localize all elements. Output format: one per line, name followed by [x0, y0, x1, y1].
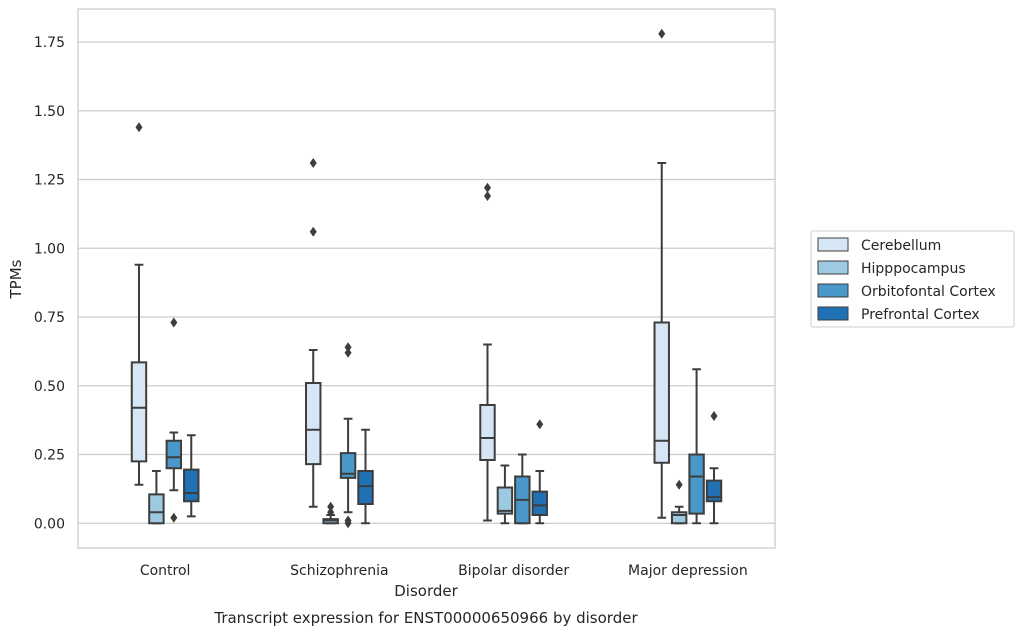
outlier-point — [327, 507, 335, 518]
outlier-point — [710, 411, 718, 421]
grid — [78, 41, 775, 524]
box-0-2 — [479, 182, 496, 522]
y-axis-label: TPMs — [7, 259, 25, 299]
outlier-point — [483, 182, 491, 193]
box-body — [305, 382, 322, 466]
box-body — [148, 493, 165, 525]
x-tick-labels: Control Schizophrenia Bipolar disorder Majo… — [140, 563, 748, 579]
y-tick-label: 0.75 — [34, 310, 65, 326]
box-1-2 — [496, 464, 514, 525]
legend: Cerebellum Hipppocampus Orbitofontal Corte… — [810, 230, 1015, 328]
box-body — [496, 486, 514, 515]
outlier-point — [344, 347, 352, 358]
box-2-3 — [688, 368, 705, 525]
box-body — [183, 468, 200, 503]
legend-swatch — [817, 283, 849, 298]
outlier-point — [309, 226, 317, 237]
outlier-point — [344, 518, 352, 529]
x-tick-label: Control — [140, 563, 191, 579]
box-2-0 — [165, 317, 183, 523]
legend-label: Cerebellum — [861, 238, 941, 254]
y-tick-labels: 0.00 0.25 0.50 0.75 1.00 1.25 1.50 1.75 — [34, 35, 65, 532]
legend-swatch — [817, 306, 849, 321]
outlier-point — [536, 419, 544, 430]
box-body — [479, 404, 496, 461]
box-2-1 — [339, 342, 357, 529]
x-tick-label: Major depression — [628, 563, 748, 579]
x-tick-label: Bipolar disorder — [458, 563, 569, 579]
chart-caption: Transcript expression for ENST0000065096… — [213, 609, 638, 627]
y-tick-label: 1.00 — [34, 241, 65, 257]
x-tick-label: Schizophrenia — [290, 563, 388, 579]
legend-label: Orbitofontal Cortex — [861, 284, 996, 300]
y-tick-label: 1.25 — [34, 173, 65, 189]
boxes — [130, 28, 723, 529]
box-body — [670, 511, 688, 525]
plot-frame — [77, 8, 776, 549]
box-3-0 — [183, 434, 200, 518]
box-1-1 — [322, 501, 339, 525]
y-tick-label: 0.25 — [34, 448, 65, 464]
box-0-0 — [130, 122, 148, 486]
outlier-point — [675, 479, 683, 490]
outlier-point — [327, 501, 335, 512]
box-body — [357, 470, 374, 505]
y-tick-label: 1.50 — [34, 104, 65, 120]
legend-frame — [810, 230, 1015, 328]
box-3-1 — [357, 428, 374, 525]
plot-area — [78, 9, 775, 548]
legend-label: Hipppocampus — [861, 261, 966, 277]
x-axis-label: Disorder — [394, 582, 458, 600]
box-body — [531, 490, 548, 516]
box-body — [688, 453, 705, 515]
y-tick-label: 1.75 — [34, 35, 65, 51]
box-3-3 — [705, 411, 723, 525]
box-body — [165, 439, 183, 470]
box-0-1 — [305, 158, 322, 508]
legend-swatch — [817, 260, 849, 275]
box-3-2 — [531, 419, 548, 525]
y-tick-label: 0.50 — [34, 379, 65, 395]
outlier-point — [170, 512, 178, 523]
box-body — [339, 452, 357, 479]
outlier-point — [170, 317, 178, 328]
box-2-2 — [514, 453, 531, 525]
box-1-0 — [148, 470, 165, 525]
outlier-point — [135, 122, 143, 133]
y-tick-label: 0.00 — [34, 516, 65, 532]
box-body — [130, 361, 148, 463]
box-0-3 — [653, 28, 670, 519]
box-1-3 — [670, 479, 688, 525]
outlier-point — [344, 342, 352, 353]
box-body — [653, 321, 670, 464]
outlier-point — [309, 158, 317, 168]
outlier-point — [483, 191, 491, 201]
outlier-point — [658, 28, 666, 39]
legend-swatch — [817, 237, 849, 252]
box-body — [705, 479, 723, 503]
legend-label: Prefrontal Cortex — [861, 307, 980, 323]
